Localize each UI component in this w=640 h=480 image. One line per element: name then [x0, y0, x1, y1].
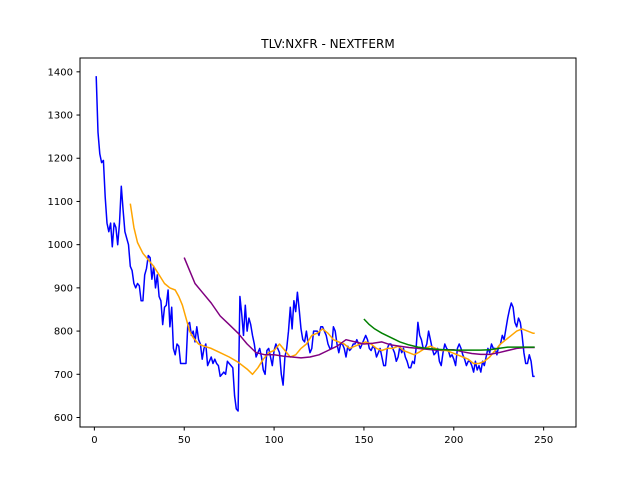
y-tick-label: 1200: [48, 154, 73, 165]
x-axis: 0 50 100 150 200 250: [91, 427, 553, 446]
y-tick-label: 1100: [48, 197, 73, 208]
series-line-2: [183, 257, 535, 359]
series-line-1: [129, 203, 535, 376]
x-tick-label: 250: [534, 435, 553, 446]
y-tick-label: 1400: [48, 67, 73, 78]
chart-title: TLV:NXFR - NEXTFERM: [260, 37, 394, 51]
y-tick-label: 1300: [48, 111, 73, 122]
series-layer: [95, 76, 535, 412]
y-tick-label: 1000: [48, 240, 73, 251]
y-tick-label: 900: [54, 283, 73, 294]
y-tick-label: 800: [54, 327, 73, 338]
x-tick-label: 100: [265, 435, 284, 446]
x-tick-label: 200: [444, 435, 463, 446]
y-tick-label: 700: [54, 370, 73, 381]
plot-frame: [79, 57, 577, 428]
x-tick-label: 50: [178, 435, 191, 446]
x-tick-label: 150: [354, 435, 373, 446]
series-line-3: [363, 318, 535, 351]
y-axis: 600 700 800 900 1000 1100 1200 1300 1400: [48, 67, 80, 424]
x-tick-label: 0: [91, 435, 97, 446]
y-tick-label: 600: [54, 413, 73, 424]
